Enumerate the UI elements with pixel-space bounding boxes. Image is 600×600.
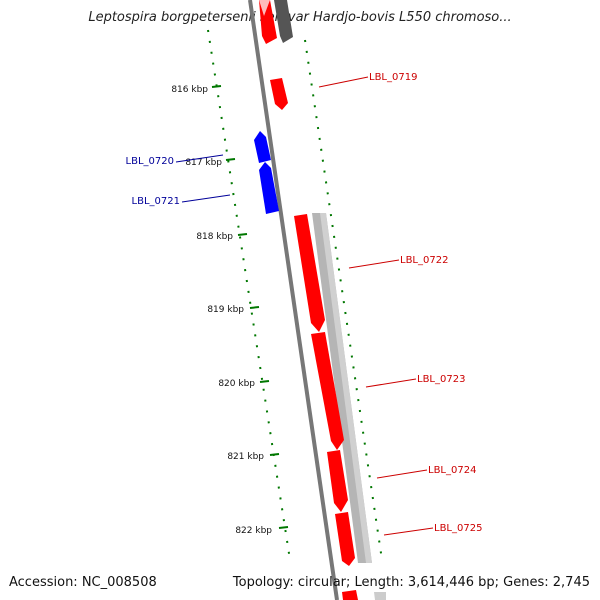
gene-lbl-0723[interactable] xyxy=(311,332,344,450)
gene-label-lbl-0722[interactable]: LBL_0722 xyxy=(400,255,448,266)
gene-lbl-0725[interactable] xyxy=(335,512,355,566)
tick-label-821: 821 kbp xyxy=(227,452,264,462)
gene-label-lbl-0725[interactable]: LBL_0725 xyxy=(434,523,482,534)
accession-text: Accession: NC_008508 xyxy=(9,575,157,590)
map-title: Leptospira borgpetersenii serovar Hardjo… xyxy=(88,10,512,25)
gene-label-lbl-0720[interactable]: LBL_0720 xyxy=(126,156,174,167)
gene-lbl-0720[interactable] xyxy=(254,131,271,163)
kbp-tick-marks xyxy=(211,85,289,529)
callout-lines xyxy=(175,76,434,536)
partial-feature-bottom xyxy=(342,590,386,600)
tick-label-822: 822 kbp xyxy=(235,526,272,536)
gene-label-lbl-0721[interactable]: LBL_0721 xyxy=(132,196,180,207)
tick-label-817: 817 kbp xyxy=(185,158,222,168)
gene-label-lbl-0724[interactable]: LBL_0724 xyxy=(428,465,476,476)
gene-lbl-0722[interactable] xyxy=(294,214,325,332)
tick-label-820: 820 kbp xyxy=(218,379,255,389)
tick-label-819: 819 kbp xyxy=(207,305,244,315)
partial-feature-top xyxy=(259,0,293,44)
tick-label-818: 818 kbp xyxy=(196,232,233,242)
tick-label-816: 816 kbp xyxy=(171,85,208,95)
tick-track-left xyxy=(207,29,291,561)
gene-lbl-0719[interactable] xyxy=(270,78,288,110)
gene-label-lbl-0719[interactable]: LBL_0719 xyxy=(369,72,417,83)
gene-label-lbl-0723[interactable]: LBL_0723 xyxy=(417,374,465,385)
feature-track-grey xyxy=(312,213,372,563)
gene-lbl-0721[interactable] xyxy=(259,162,279,214)
topology-text: Topology: circular; Length: 3,614,446 bp… xyxy=(232,575,590,590)
gene-lbl-0724[interactable] xyxy=(327,450,348,512)
chromosome-backbone xyxy=(248,0,339,600)
